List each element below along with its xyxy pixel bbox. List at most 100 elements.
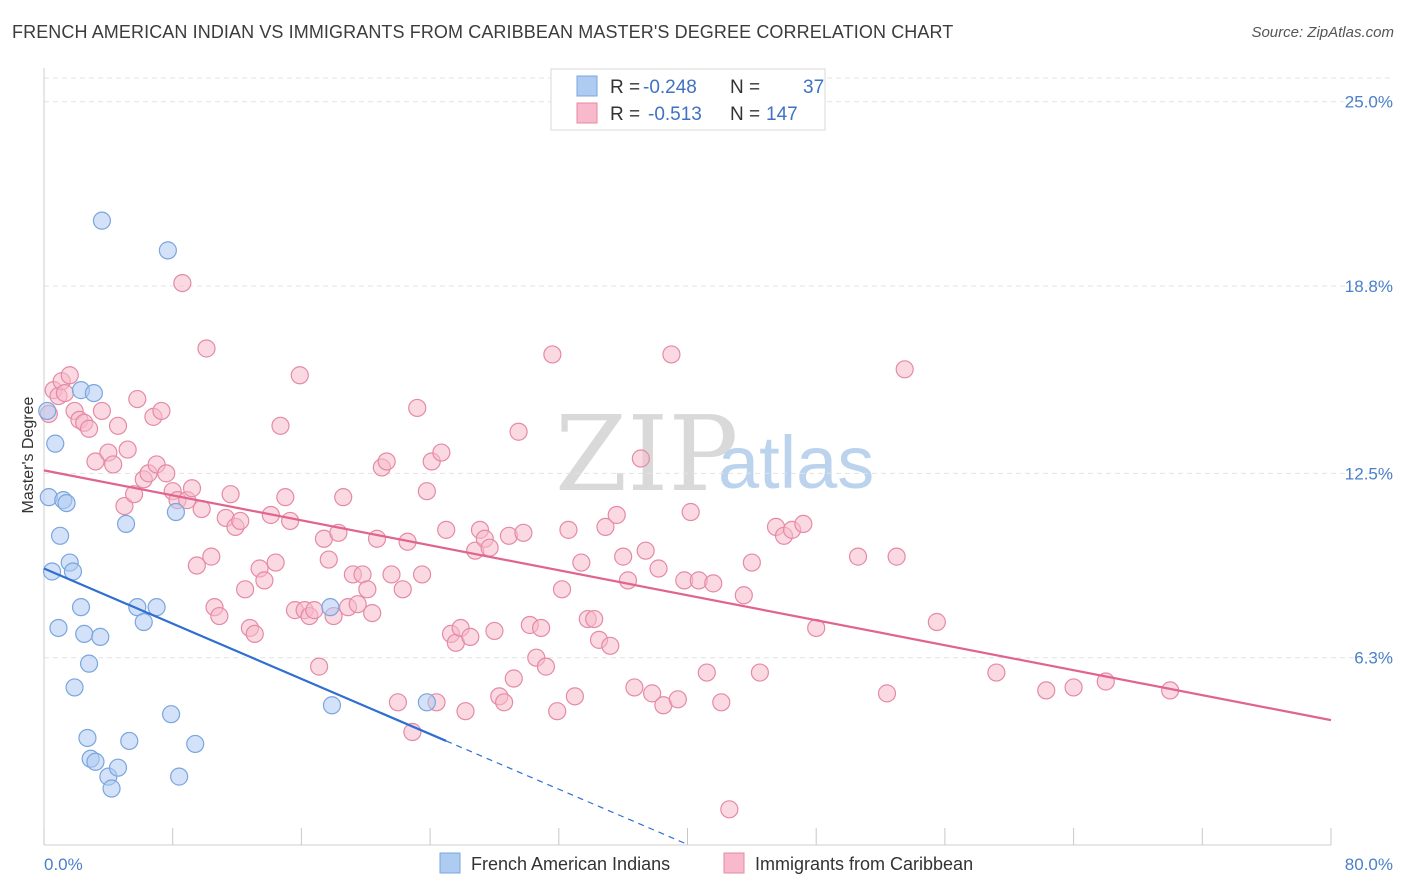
point-french-american-indians-0 [38,401,57,421]
point-immigrants-from-caribbean-48 [276,488,295,507]
trend-line-french-american-indians-extension [445,740,688,845]
point-immigrants-from-caribbean-55 [309,657,329,676]
point-french-american-indians-31 [166,502,186,522]
point-immigrants-from-caribbean-131 [734,586,753,605]
point-french-american-indians-34 [321,598,340,617]
point-immigrants-from-caribbean-132 [742,553,761,572]
point-immigrants-from-caribbean-49 [281,511,300,531]
point-french-american-indians-30 [161,705,181,724]
point-immigrants-from-caribbean-29 [182,479,202,498]
point-immigrants-from-caribbean-76 [412,565,432,584]
legend-r-label-blue: R = [610,77,640,98]
point-immigrants-from-caribbean-109 [585,609,604,629]
point-immigrants-from-caribbean-90 [480,538,499,557]
point-french-american-indians-12 [71,598,91,617]
point-immigrants-from-caribbean-57 [319,550,338,569]
legend-r-value-blue: -0.248 [643,77,697,98]
point-immigrants-from-caribbean-145 [1037,681,1056,700]
point-french-american-indians-23 [108,758,128,777]
point-immigrants-from-caribbean-86 [461,627,480,646]
point-immigrants-from-caribbean-122 [662,345,681,364]
point-immigrants-from-caribbean-130 [720,800,739,819]
point-immigrants-from-caribbean-96 [509,422,528,441]
point-immigrants-from-caribbean-142 [895,360,914,379]
point-french-american-indians-36 [417,693,436,712]
series-immigrants-from-caribbean [39,273,1180,819]
trend-line-french-american-indians [43,567,447,742]
point-immigrants-from-caribbean-40 [235,580,255,599]
point-french-american-indians-5 [50,526,70,545]
point-french-american-indians-15 [79,654,99,673]
bottom-legend-swatch-pink [723,852,745,874]
point-immigrants-from-caribbean-30 [187,556,206,575]
point-immigrants-from-caribbean-33 [202,547,221,566]
point-french-american-indians-24 [116,514,136,534]
point-immigrants-from-caribbean-117 [631,449,650,468]
point-french-american-indians-4 [49,618,68,638]
point-immigrants-from-caribbean-46 [266,553,285,572]
point-french-american-indians-7 [57,493,76,513]
point-immigrants-from-caribbean-129 [712,693,731,712]
point-immigrants-from-caribbean-4 [55,383,75,403]
point-immigrants-from-caribbean-103 [548,702,567,721]
point-immigrants-from-caribbean-24 [157,464,176,483]
watermark-atlas: atlas [718,421,874,504]
point-immigrants-from-caribbean-112 [601,636,620,655]
x-ticks [43,828,1332,845]
point-french-american-indians-13 [75,624,94,644]
x-tick-label-min: 0.0% [44,855,83,874]
point-immigrants-from-caribbean-35 [210,606,229,626]
point-immigrants-from-caribbean-139 [848,547,868,566]
point-immigrants-from-caribbean-140 [877,684,897,703]
point-immigrants-from-caribbean-9 [79,419,99,438]
point-immigrants-from-caribbean-102 [543,345,562,364]
point-immigrants-from-caribbean-146 [1064,678,1083,697]
point-immigrants-from-caribbean-91 [485,621,504,641]
point-immigrants-from-caribbean-107 [572,553,591,572]
point-french-american-indians-27 [134,612,153,632]
point-immigrants-from-caribbean-123 [668,690,687,709]
legend-n-label-blue: N = [730,77,760,98]
point-immigrants-from-caribbean-71 [388,693,408,712]
point-immigrants-from-caribbean-14 [108,416,128,435]
point-immigrants-from-caribbean-15 [115,496,134,516]
point-immigrants-from-caribbean-69 [377,452,396,471]
point-immigrants-from-caribbean-143 [927,612,946,632]
watermark: ZIP atlas [555,393,874,515]
point-immigrants-from-caribbean-93 [495,693,514,712]
point-immigrants-from-caribbean-106 [565,687,584,706]
point-immigrants-from-caribbean-111 [596,517,615,536]
point-immigrants-from-caribbean-66 [363,603,382,623]
point-immigrants-from-caribbean-51 [290,366,309,385]
point-french-american-indians-17 [84,383,103,403]
bottom-legend-label-pink: Immigrants from Caribbean [755,854,973,874]
trend-line-immigrants-from-caribbean [43,469,1332,722]
point-immigrants-from-caribbean-13 [104,455,123,474]
point-french-american-indians-29 [158,241,177,260]
trend-lines [43,469,1332,845]
series-french-american-indians [38,211,436,798]
point-immigrants-from-caribbean-77 [417,482,436,501]
point-immigrants-from-caribbean-27 [173,273,192,293]
point-immigrants-from-caribbean-119 [643,684,662,703]
point-french-american-indians-14 [78,728,97,748]
point-immigrants-from-caribbean-39 [231,511,250,531]
point-french-american-indians-33 [186,734,205,754]
point-immigrants-from-caribbean-116 [625,678,644,697]
point-immigrants-from-caribbean-32 [197,339,216,358]
chart-source: Source: ZipAtlas.com [1251,24,1394,41]
legend-n-value-blue: 37 [803,77,824,98]
point-immigrants-from-caribbean-42 [245,624,264,644]
point-immigrants-from-caribbean-127 [697,663,716,682]
point-french-american-indians-25 [120,731,139,751]
legend-n-value-pink: 147 [766,104,798,125]
x-tick-label-max: 80.0% [1345,855,1393,874]
point-immigrants-from-caribbean-23 [152,401,171,421]
y-tick-label-3: 25.0% [1345,93,1393,112]
point-immigrants-from-caribbean-133 [750,663,769,682]
point-immigrants-from-caribbean-114 [614,547,633,566]
point-french-american-indians-22 [102,779,121,798]
bottom-legend-label-blue: French American Indians [471,854,670,874]
point-immigrants-from-caribbean-60 [334,488,353,507]
